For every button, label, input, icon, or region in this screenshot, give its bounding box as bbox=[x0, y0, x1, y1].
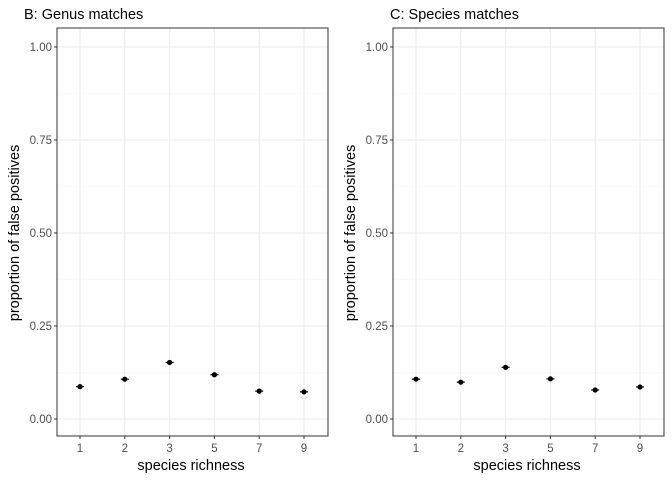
panel-border bbox=[56, 27, 329, 437]
x-tick-label: 5 bbox=[547, 443, 553, 455]
data-point bbox=[592, 387, 598, 393]
data-point bbox=[122, 376, 128, 382]
data-point bbox=[167, 359, 173, 366]
panel-title: B: Genus matches bbox=[24, 7, 143, 23]
data-point bbox=[413, 376, 419, 382]
x-tick-label: 1 bbox=[413, 443, 419, 455]
x-tick-label: 5 bbox=[211, 443, 217, 455]
x-tick-label: 2 bbox=[122, 443, 128, 455]
x-axis-label: species richness bbox=[473, 458, 580, 474]
panel-background bbox=[392, 27, 665, 437]
x-tick-label: 9 bbox=[637, 443, 643, 455]
x-tick-label: 1 bbox=[77, 443, 83, 455]
y-tick-label: 1.00 bbox=[30, 42, 52, 54]
x-tick-label: 7 bbox=[592, 443, 598, 455]
data-point bbox=[256, 388, 262, 394]
y-tick-label: 0.75 bbox=[366, 135, 388, 147]
plot-area: 0.00 0.25 0.50 0.75 1.00 1 2 3 5 7 9 bbox=[30, 27, 329, 455]
panel-border bbox=[392, 27, 665, 437]
data-point bbox=[301, 389, 307, 395]
genus-matches-panel: 0.00 0.25 0.50 0.75 1.00 1 2 3 5 7 9 B: Genus matc… bbox=[7, 7, 329, 474]
data-point bbox=[77, 384, 83, 390]
x-tick-label: 3 bbox=[166, 443, 172, 455]
plot-area: 0.00 0.25 0.50 0.75 1.00 1 2 3 5 7 9 bbox=[366, 27, 665, 455]
y-tick-label: 1.00 bbox=[366, 42, 388, 54]
y-axis-label: proportion of false positives bbox=[7, 145, 23, 322]
y-tick-label: 0.50 bbox=[30, 228, 52, 240]
y-tick-label: 0.00 bbox=[30, 414, 52, 426]
y-tick-label: 0.50 bbox=[366, 228, 388, 240]
panel-background bbox=[56, 27, 329, 437]
x-tick-label: 3 bbox=[502, 443, 508, 455]
y-tick-label: 0.00 bbox=[366, 414, 388, 426]
y-axis-label: proportion of false positives bbox=[343, 145, 359, 322]
y-tick-label: 0.25 bbox=[366, 321, 388, 333]
data-point bbox=[458, 379, 464, 385]
x-tick-label: 9 bbox=[301, 443, 307, 455]
data-point bbox=[547, 376, 554, 382]
y-tick-label: 0.75 bbox=[30, 135, 52, 147]
data-point bbox=[211, 372, 217, 378]
x-axis-label: species richness bbox=[137, 458, 244, 474]
panel-title: C: Species matches bbox=[390, 7, 519, 23]
species-matches-panel: 0.00 0.25 0.50 0.75 1.00 1 2 3 5 7 9 C: Species ma… bbox=[343, 7, 665, 474]
y-tick-label: 0.25 bbox=[30, 321, 52, 333]
x-tick-label: 7 bbox=[256, 443, 262, 455]
data-point bbox=[637, 384, 643, 390]
data-point bbox=[503, 364, 509, 370]
x-tick-label: 2 bbox=[458, 443, 464, 455]
